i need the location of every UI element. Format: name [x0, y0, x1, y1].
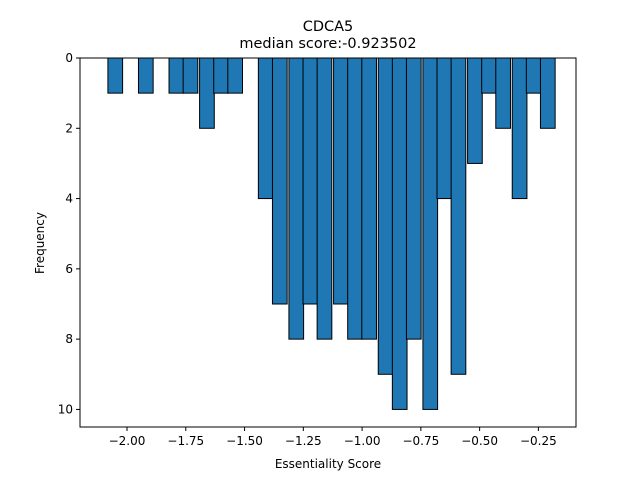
- histogram-bar: [405, 57, 422, 340]
- histogram-bar: [213, 57, 229, 94]
- histogram-bar: [271, 57, 288, 305]
- x-tick-label: −0.50: [461, 434, 498, 448]
- histogram-bar: [227, 57, 243, 94]
- y-tick-label: 4: [65, 192, 73, 206]
- x-tick-label: −2.00: [109, 434, 146, 448]
- histogram-bar: [436, 57, 453, 200]
- histogram-bar: [481, 57, 497, 94]
- y-tick-label: 8: [65, 332, 73, 346]
- histogram-bar: [302, 57, 319, 305]
- x-tick-label: −0.75: [402, 434, 439, 448]
- x-ticks-group: −2.00 −1.75 −1.50 −1.25 −1.00 −0.75 −0.50 −0.25: [109, 427, 557, 448]
- histogram-bar: [422, 57, 439, 410]
- y-tick-label: 6: [65, 262, 73, 276]
- histogram-bar: [391, 57, 408, 410]
- histogram-bar: [450, 57, 467, 375]
- histogram-bar: [107, 57, 124, 94]
- chart-subtitle: median score:-0.923502: [239, 36, 416, 52]
- histogram-bar: [333, 57, 349, 305]
- histogram-bar: [347, 57, 363, 340]
- x-axis-label: Essentiality Score: [275, 457, 381, 471]
- histogram-bar: [316, 57, 333, 340]
- histogram-bar: [182, 57, 199, 94]
- x-tick-label: −1.25: [285, 434, 322, 448]
- y-tick-label: 0: [65, 51, 73, 65]
- y-axis-label: Frequency: [33, 212, 47, 274]
- x-tick-label: −1.00: [344, 434, 381, 448]
- y-tick-label: 2: [65, 121, 73, 135]
- histogram-bar: [377, 57, 394, 375]
- histogram-bar: [137, 57, 154, 94]
- histogram-bar: [467, 57, 483, 164]
- histogram-bar: [539, 57, 556, 129]
- histogram-bar: [288, 57, 305, 340]
- x-tick-label: −0.25: [520, 434, 557, 448]
- histogram-bar: [199, 57, 215, 129]
- x-tick-label: −1.50: [226, 434, 263, 448]
- histogram-bar: [168, 57, 185, 94]
- histogram-bar: [257, 57, 274, 200]
- histogram-bar: [511, 57, 528, 200]
- x-tick-label: −1.75: [167, 434, 204, 448]
- plot-area-frame: [79, 57, 577, 428]
- bars-group: [107, 57, 556, 410]
- chart-title: CDCA5: [303, 19, 354, 35]
- y-tick-label: 10: [58, 402, 73, 416]
- histogram-bar: [361, 57, 377, 340]
- y-ticks-group: 0 2 4 6 8 10: [58, 51, 80, 416]
- histogram-bar: [525, 57, 542, 94]
- histogram-bar: [495, 57, 511, 129]
